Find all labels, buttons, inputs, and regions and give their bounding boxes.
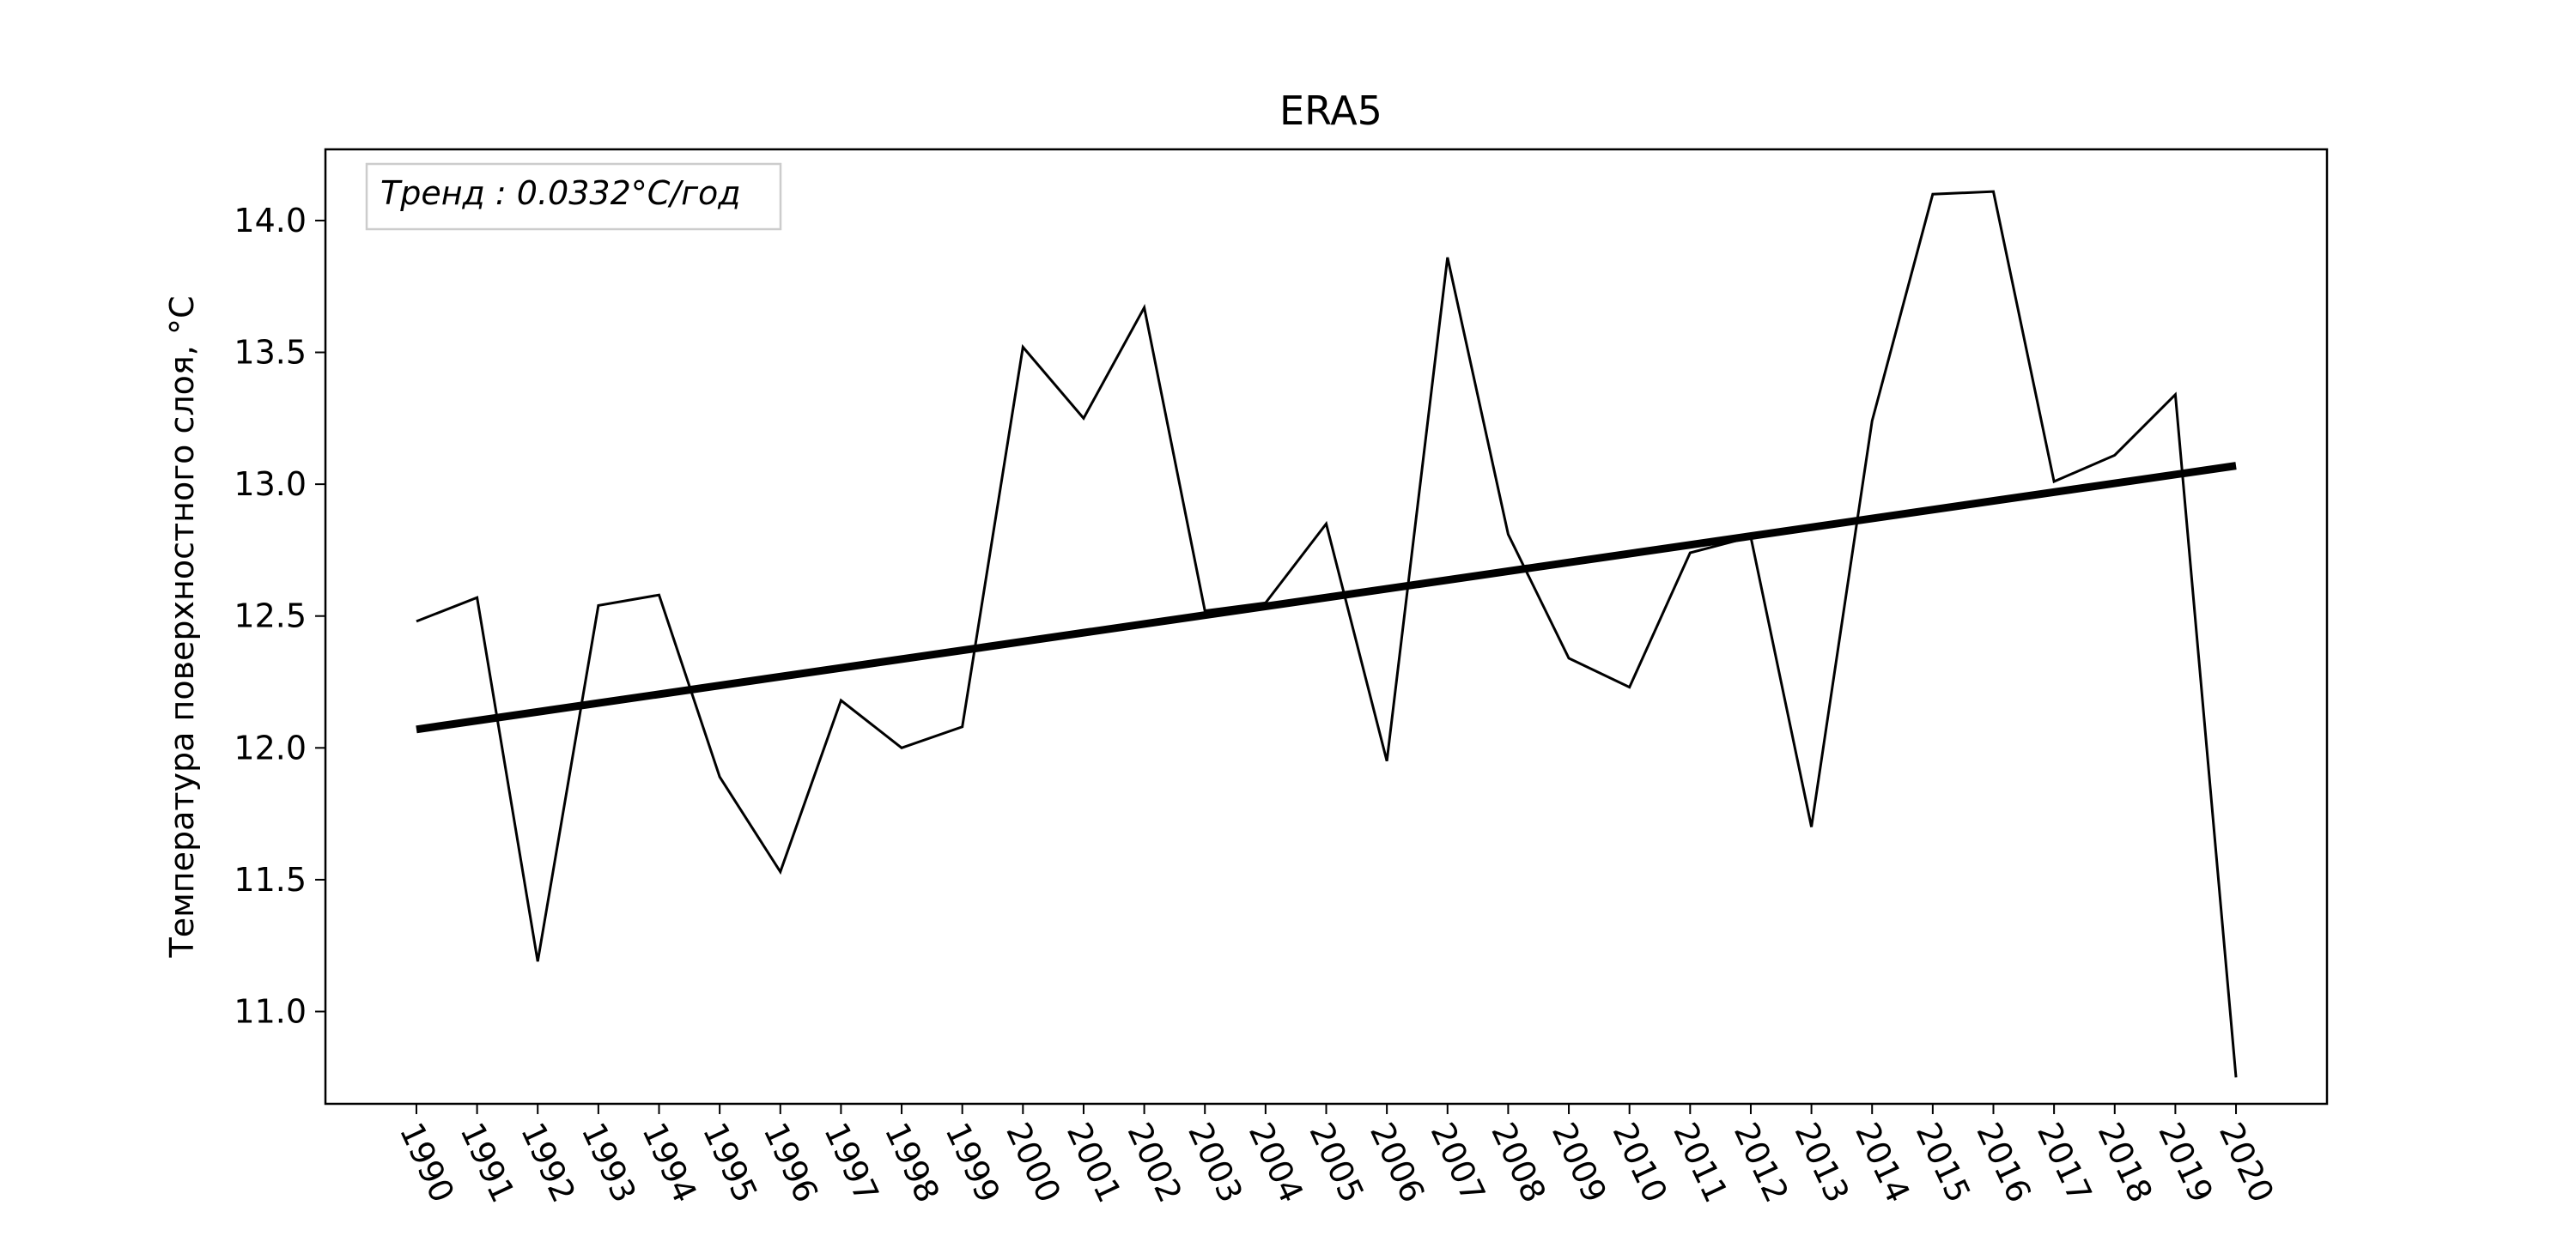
x-axis: 1990199119921993199419951996199719981999… <box>392 1104 2281 1208</box>
x-tick-label: 2011 <box>1666 1117 1735 1208</box>
y-tick-label: 11.5 <box>234 861 307 899</box>
x-tick-label: 2010 <box>1606 1117 1675 1208</box>
x-tick-label: 2012 <box>1727 1117 1796 1208</box>
y-axis-label: Температура поверхностного слоя, °C <box>163 296 201 959</box>
x-tick-label: 2009 <box>1545 1117 1614 1208</box>
x-tick-label: 2019 <box>2151 1117 2221 1208</box>
x-tick-label: 2001 <box>1060 1117 1129 1208</box>
x-tick-label: 1993 <box>574 1117 644 1208</box>
x-tick-label: 2006 <box>1363 1117 1432 1208</box>
legend: Тренд : 0.0332°C/год <box>365 162 782 231</box>
series-layer <box>416 190 2238 1078</box>
y-tick-label: 12.5 <box>234 597 307 635</box>
trend-line <box>416 462 2237 734</box>
x-tick-label: 2015 <box>1909 1117 1978 1208</box>
legend-box <box>365 162 782 231</box>
x-tick-label: 1998 <box>878 1117 947 1208</box>
x-tick-label: 1999 <box>939 1117 1008 1208</box>
temperature-line <box>416 190 2238 1078</box>
y-tick-label: 13.0 <box>234 465 307 503</box>
y-tick-label: 12.0 <box>234 729 307 766</box>
x-tick-label: 2016 <box>1969 1117 2038 1208</box>
x-tick-label: 1991 <box>453 1117 522 1208</box>
x-tick-label: 2000 <box>999 1117 1068 1208</box>
x-tick-label: 2020 <box>2212 1117 2281 1208</box>
x-tick-label: 1990 <box>392 1117 462 1208</box>
y-tick-label: 14.0 <box>234 202 307 239</box>
x-tick-label: 2004 <box>1242 1117 1311 1208</box>
x-tick-label: 1997 <box>817 1117 886 1208</box>
x-tick-label: 2017 <box>2030 1117 2099 1208</box>
x-tick-label: 1995 <box>696 1117 765 1208</box>
x-tick-label: 2007 <box>1424 1117 1493 1208</box>
x-tick-label: 2002 <box>1120 1117 1189 1208</box>
x-tick-label: 2005 <box>1302 1117 1371 1208</box>
x-tick-label: 1996 <box>756 1117 826 1208</box>
x-tick-label: 1994 <box>635 1117 704 1208</box>
x-tick-label: 2013 <box>1787 1117 1856 1208</box>
x-tick-label: 2003 <box>1181 1117 1250 1208</box>
y-axis: 11.0 11.5 12.0 12.5 13.0 13.5 14.0 <box>234 202 325 1030</box>
chart-title: ERA5 <box>1279 88 1382 134</box>
x-tick-label: 2014 <box>1848 1117 1917 1208</box>
x-tick-label: 2018 <box>2091 1117 2160 1208</box>
x-tick-label: 2008 <box>1484 1117 1553 1208</box>
y-tick-label: 11.0 <box>234 992 307 1030</box>
y-tick-label: 13.5 <box>234 334 307 372</box>
x-tick-label: 1992 <box>513 1117 583 1208</box>
legend-text: Тренд : 0.0332°C/год <box>380 174 741 212</box>
plot-frame <box>324 148 2329 1106</box>
plot-area <box>324 148 2329 1106</box>
